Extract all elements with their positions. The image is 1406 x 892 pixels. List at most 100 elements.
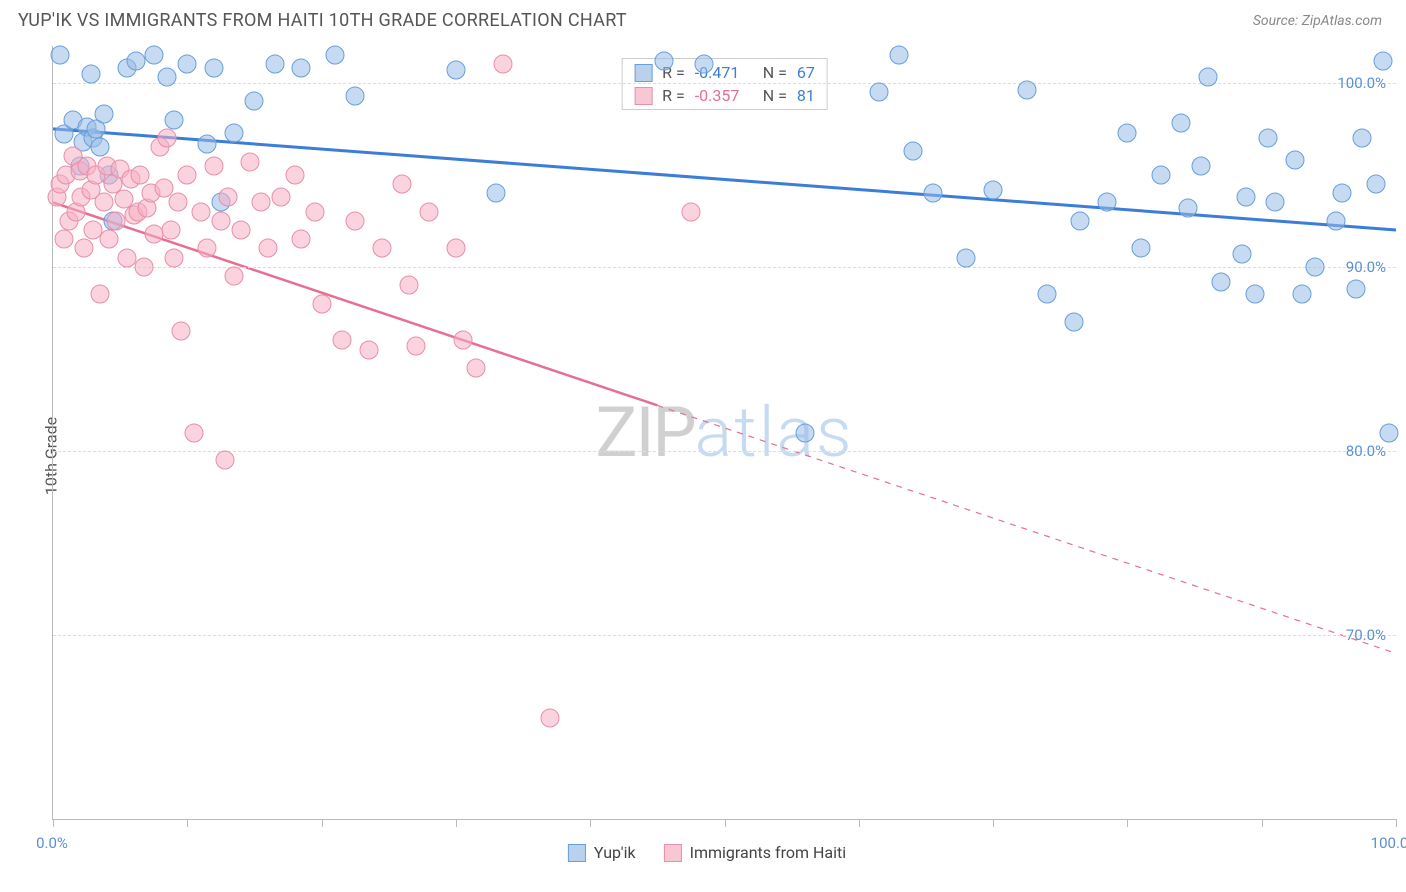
data-point: [91, 285, 110, 304]
data-point: [957, 248, 976, 267]
data-point: [1172, 114, 1191, 133]
y-tick-label: 100.0%: [1337, 74, 1386, 92]
legend-label: Yup'ik: [594, 843, 636, 862]
data-point: [399, 276, 418, 295]
legend-swatch: [634, 64, 652, 82]
data-point: [107, 211, 126, 230]
data-point: [191, 202, 210, 221]
data-point: [54, 230, 73, 249]
data-point: [1118, 123, 1137, 142]
data-point: [178, 165, 197, 184]
y-tick-label: 80.0%: [1346, 442, 1386, 460]
data-point: [1071, 211, 1090, 230]
data-point: [359, 340, 378, 359]
data-point: [225, 267, 244, 286]
data-point: [923, 184, 942, 203]
legend-series: Yup'ik Immigrants from Haiti: [568, 843, 846, 862]
chart-header: YUP'IK VS IMMIGRANTS FROM HAITI 10TH GRA…: [0, 0, 1406, 37]
data-point: [95, 105, 114, 124]
data-point: [332, 331, 351, 350]
data-point: [168, 193, 187, 212]
data-point: [1232, 244, 1251, 263]
data-point: [796, 423, 815, 442]
x-tick: [1396, 819, 1397, 827]
gridline: [53, 267, 1396, 268]
data-point: [1353, 129, 1372, 148]
data-point: [241, 152, 260, 171]
data-point: [258, 239, 277, 258]
data-point: [265, 55, 284, 74]
data-point: [695, 55, 714, 74]
data-point: [406, 336, 425, 355]
data-point: [681, 202, 700, 221]
data-point: [373, 239, 392, 258]
data-point: [117, 248, 136, 267]
data-point: [198, 134, 217, 153]
data-point: [91, 138, 110, 157]
data-point: [205, 59, 224, 78]
data-point: [285, 165, 304, 184]
data-point: [1178, 198, 1197, 217]
data-point: [1292, 285, 1311, 304]
data-point: [127, 51, 146, 70]
data-point: [215, 451, 234, 470]
data-point: [1286, 151, 1305, 170]
data-point: [1259, 129, 1278, 148]
data-point: [1380, 423, 1399, 442]
y-tick-label: 90.0%: [1346, 258, 1386, 276]
data-point: [1098, 193, 1117, 212]
data-point: [446, 60, 465, 79]
legend-n-label: N =: [763, 63, 787, 82]
data-point: [225, 123, 244, 142]
data-point: [393, 175, 412, 194]
data-point: [252, 193, 271, 212]
chart-title: YUP'IK VS IMMIGRANTS FROM HAITI 10TH GRA…: [18, 10, 627, 31]
legend-r-value: -0.357: [695, 86, 753, 105]
x-tick: [993, 819, 994, 827]
x-tick: [53, 819, 54, 827]
data-point: [164, 110, 183, 129]
data-point: [1373, 51, 1392, 70]
legend-label: Immigrants from Haiti: [690, 843, 846, 862]
data-point: [245, 92, 264, 111]
data-point: [305, 202, 324, 221]
data-point: [1017, 81, 1036, 100]
legend-stats-row: R =-0.471N =67: [622, 61, 827, 84]
x-tick: [1262, 819, 1263, 827]
data-point: [185, 423, 204, 442]
plot-area: ZIPatlas R =-0.471N =67R =-0.357N =81 70…: [52, 46, 1396, 820]
legend-stats-row: R =-0.357N =81: [622, 84, 827, 107]
data-point: [232, 221, 251, 240]
data-point: [1037, 285, 1056, 304]
x-tick-label: 0.0%: [36, 834, 68, 852]
legend-swatch: [664, 844, 682, 862]
data-point: [493, 55, 512, 74]
data-point: [1236, 187, 1255, 206]
data-point: [346, 86, 365, 105]
data-point: [453, 331, 472, 350]
x-tick: [322, 819, 323, 827]
data-point: [869, 83, 888, 102]
data-point: [205, 156, 224, 175]
data-point: [420, 202, 439, 221]
data-point: [1131, 239, 1150, 258]
data-point: [487, 184, 506, 203]
data-point: [890, 46, 909, 65]
data-point: [1192, 156, 1211, 175]
data-point: [346, 211, 365, 230]
legend-item: Immigrants from Haiti: [664, 843, 846, 862]
data-point: [135, 257, 154, 276]
data-point: [292, 230, 311, 249]
legend-swatch: [634, 87, 652, 105]
data-point: [1333, 184, 1352, 203]
data-point: [171, 322, 190, 341]
legend-item: Yup'ik: [568, 843, 636, 862]
data-point: [164, 248, 183, 267]
x-tick: [725, 819, 726, 827]
chart-source: Source: ZipAtlas.com: [1253, 13, 1382, 29]
gridline: [53, 635, 1396, 636]
data-point: [1306, 257, 1325, 276]
legend-n-value: 67: [797, 63, 815, 82]
data-point: [655, 51, 674, 70]
data-point: [211, 211, 230, 230]
